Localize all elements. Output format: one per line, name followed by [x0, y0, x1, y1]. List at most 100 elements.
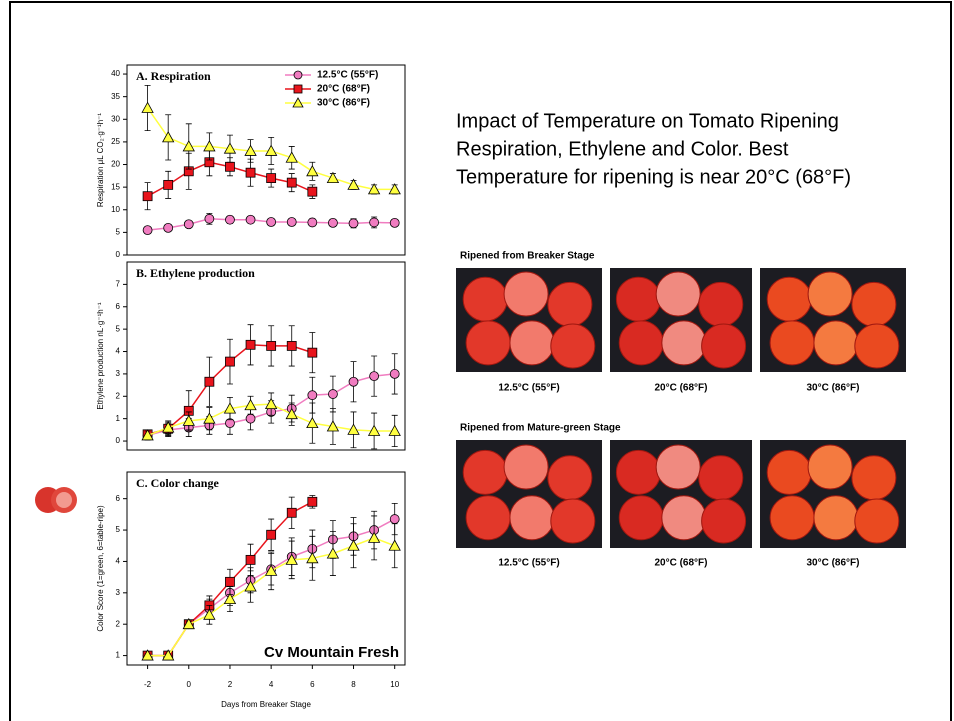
tomato	[551, 324, 595, 368]
y-tick-label: 3	[116, 588, 121, 597]
tomato-photo	[760, 268, 906, 372]
data-point	[348, 540, 359, 550]
data-point	[327, 548, 338, 558]
data-point	[163, 132, 174, 142]
data-point	[225, 215, 234, 224]
legend-label: 12.5°C (55°F)	[317, 70, 378, 81]
data-point	[267, 530, 276, 539]
slide-heading: Impact of Temperature on Tomato Ripening	[456, 110, 839, 132]
y-tick-label: 5	[116, 324, 121, 333]
y-tick-label: 2	[116, 391, 121, 400]
data-point	[205, 377, 214, 386]
tomato	[808, 445, 852, 489]
data-point	[287, 178, 296, 187]
y-tick-label: 20	[111, 160, 120, 169]
data-point	[307, 418, 318, 428]
tomato	[656, 445, 700, 489]
tomato-photo	[760, 440, 906, 548]
data-point	[267, 174, 276, 183]
photo-group-title: Ripened from Breaker Stage	[460, 251, 595, 262]
tomato	[619, 496, 663, 540]
tomato	[551, 499, 595, 543]
tomato	[619, 321, 663, 365]
data-point	[143, 226, 152, 235]
data-point	[287, 508, 296, 517]
x-tick-label: 6	[310, 680, 315, 689]
tomato	[852, 456, 896, 500]
data-point	[349, 377, 358, 386]
y-tick-label: 1	[116, 651, 121, 660]
data-point	[328, 390, 337, 399]
y-tick-label: 6	[116, 302, 121, 311]
data-point	[349, 219, 358, 228]
x-tick-label: 4	[269, 680, 274, 689]
y-tick-label: 25	[111, 137, 120, 146]
y-tick-label: 15	[111, 182, 120, 191]
chart-title: A. Respiration	[136, 69, 211, 83]
y-tick-label: 0	[116, 436, 121, 445]
tomato	[616, 277, 660, 321]
data-point	[308, 497, 317, 506]
data-point	[246, 340, 255, 349]
photo-caption: 30°C (86°F)	[806, 558, 859, 569]
x-tick-label: 2	[228, 680, 233, 689]
y-tick-label: 6	[116, 494, 121, 503]
photo-caption: 12.5°C (55°F)	[498, 558, 559, 569]
tomato	[855, 324, 899, 368]
data-point	[142, 102, 153, 112]
data-point	[390, 515, 399, 524]
tomato	[463, 277, 507, 321]
data-point	[390, 369, 399, 378]
data-point	[205, 214, 214, 223]
tomato	[814, 496, 858, 540]
tomato	[767, 450, 811, 494]
y-tick-label: 4	[116, 557, 121, 566]
data-point	[267, 341, 276, 350]
tomato	[699, 456, 743, 500]
data-point	[164, 180, 173, 189]
tomato	[504, 272, 548, 316]
data-point	[246, 414, 255, 423]
y-axis-label: Color Score (1=green, 6=table-ripe)	[96, 505, 105, 632]
tomato	[770, 321, 814, 365]
y-tick-label: 7	[116, 279, 121, 288]
y-tick-label: 2	[116, 619, 121, 628]
data-point	[143, 192, 152, 201]
tomato	[504, 445, 548, 489]
y-axis-label: Ethylene production nL·g⁻¹h⁻¹	[96, 302, 105, 410]
tomato	[510, 496, 554, 540]
data-point	[294, 71, 302, 79]
tomato	[616, 450, 660, 494]
data-point	[370, 218, 379, 227]
data-point	[307, 166, 318, 176]
legend-label: 20°C (68°F)	[317, 84, 370, 95]
tomato	[463, 450, 507, 494]
tomato	[466, 321, 510, 365]
data-point	[287, 217, 296, 226]
photo-caption: 20°C (68°F)	[654, 558, 707, 569]
x-tick-label: 0	[187, 680, 192, 689]
photo-caption: 12.5°C (55°F)	[498, 383, 559, 394]
data-point	[164, 223, 173, 232]
photo-caption: 20°C (68°F)	[654, 383, 707, 394]
tomato	[662, 321, 706, 365]
data-point	[184, 220, 193, 229]
x-tick-label: 10	[390, 680, 399, 689]
data-point	[308, 348, 317, 357]
chart-title: B. Ethylene production	[136, 266, 255, 280]
tomato-photo	[610, 440, 752, 548]
tomato-photo	[456, 268, 602, 372]
data-point	[246, 215, 255, 224]
y-tick-label: 35	[111, 92, 120, 101]
tomato	[466, 496, 510, 540]
y-axis-label: Respiration μL CO₂·g⁻¹h⁻¹	[96, 113, 105, 207]
tomato	[814, 321, 858, 365]
data-point	[369, 532, 380, 542]
data-point	[225, 162, 234, 171]
y-tick-label: 4	[116, 347, 121, 356]
y-tick-label: 40	[111, 69, 120, 78]
data-point	[308, 187, 317, 196]
data-point	[287, 341, 296, 350]
tomato	[855, 499, 899, 543]
data-point	[308, 391, 317, 400]
